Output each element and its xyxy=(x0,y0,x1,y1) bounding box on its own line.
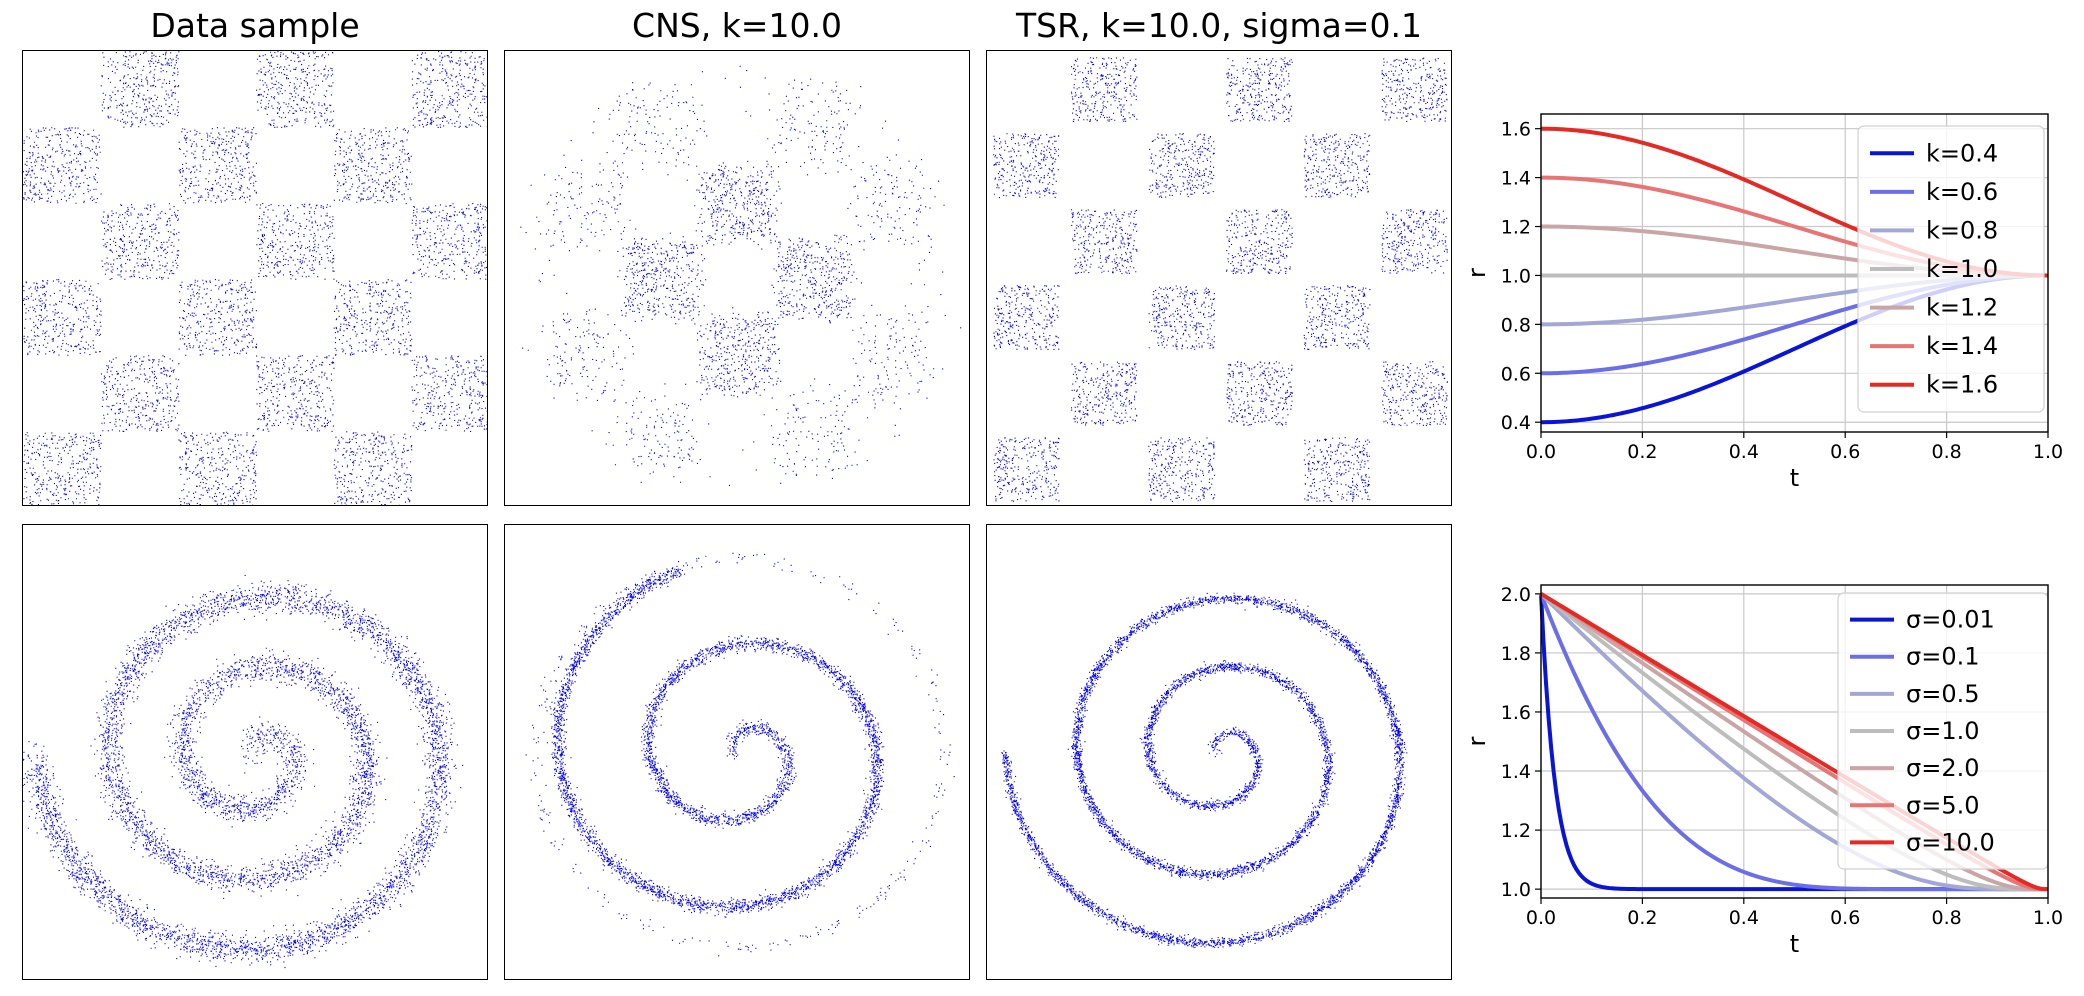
legend-label-4: σ=2.0 xyxy=(1906,754,1980,782)
y-tick-label: 1.2 xyxy=(1501,217,1531,239)
x-tick-label: 0.2 xyxy=(1627,907,1657,929)
title-data-sample: Data sample xyxy=(150,6,360,45)
legend-label-0: k=0.4 xyxy=(1926,139,1998,167)
title-cns: CNS, k=10.0 xyxy=(632,6,842,45)
y-axis-label: r xyxy=(1463,736,1491,746)
legend-label-5: σ=5.0 xyxy=(1906,791,1980,819)
x-axis-label: t xyxy=(1790,464,1799,492)
x-tick-label: 1.0 xyxy=(2033,441,2063,463)
x-tick-label: 0.6 xyxy=(1830,441,1860,463)
x-tick-label: 0.4 xyxy=(1729,441,1759,463)
title-tsr: TSR, k=10.0, sigma=0.1 xyxy=(1015,6,1423,45)
panel-spiral-tsr xyxy=(986,524,1452,980)
y-tick-label: 0.8 xyxy=(1501,314,1531,336)
x-tick-label: 0.2 xyxy=(1627,441,1657,463)
y-tick-label: 1.6 xyxy=(1501,702,1531,724)
series-line-2 xyxy=(1539,592,2048,892)
panel-checkerboard-cns xyxy=(504,50,970,506)
x-tick-label: 0.8 xyxy=(1931,441,1961,463)
y-tick-label: 1.0 xyxy=(1501,879,1531,901)
plot-frame xyxy=(1540,113,2049,433)
y-tick-label: 1.8 xyxy=(1501,643,1531,665)
panel-spiral-data-sample xyxy=(22,524,488,980)
legend-label-3: k=1.0 xyxy=(1926,255,1998,283)
x-tick-label: 0.4 xyxy=(1729,907,1759,929)
y-tick-label: 1.4 xyxy=(1501,168,1531,190)
x-axis-label: t xyxy=(1790,930,1799,958)
legend-label-6: k=1.6 xyxy=(1926,371,1998,399)
legend-label-2: σ=0.5 xyxy=(1906,680,1980,708)
x-tick-label: 0.0 xyxy=(1526,441,1556,463)
legend-label-0: σ=0.01 xyxy=(1906,606,1995,634)
legend-label-4: k=1.2 xyxy=(1926,294,1998,322)
y-tick-label: 0.6 xyxy=(1501,363,1531,385)
scatter-spiral-tsr xyxy=(1001,592,1408,949)
series-line-3 xyxy=(1539,592,2048,892)
x-tick-label: 0.8 xyxy=(1931,907,1961,929)
y-axis-label: r xyxy=(1463,268,1491,278)
x-tick-label: 1.0 xyxy=(2033,907,2063,929)
panel-checkerboard-tsr xyxy=(986,50,1452,506)
y-tick-label: 1.6 xyxy=(1501,119,1531,141)
legend-label-2: k=0.8 xyxy=(1926,216,1998,244)
y-tick-label: 2.0 xyxy=(1501,584,1531,606)
legend-label-5: k=1.4 xyxy=(1926,332,1998,360)
tsr-spiral-points xyxy=(1001,592,1408,949)
y-tick-label: 1.4 xyxy=(1501,761,1531,783)
x-tick-label: 0.6 xyxy=(1830,907,1860,929)
y-tick-label: 1.0 xyxy=(1501,265,1531,287)
legend-label-6: σ=10.0 xyxy=(1906,828,1995,856)
y-tick-label: 1.2 xyxy=(1501,820,1531,842)
legend-box xyxy=(1857,125,2045,413)
legend-label-3: σ=1.0 xyxy=(1906,717,1980,745)
y-tick-label: 0.4 xyxy=(1501,412,1531,434)
legend-label-1: k=0.6 xyxy=(1926,178,1998,206)
panel-checkerboard-data-sample xyxy=(22,50,488,506)
panel-spiral-cns xyxy=(504,524,970,980)
x-tick-label: 0.0 xyxy=(1526,907,1556,929)
legend-label-1: σ=0.1 xyxy=(1906,643,1980,671)
plot-frame xyxy=(1540,584,2049,899)
